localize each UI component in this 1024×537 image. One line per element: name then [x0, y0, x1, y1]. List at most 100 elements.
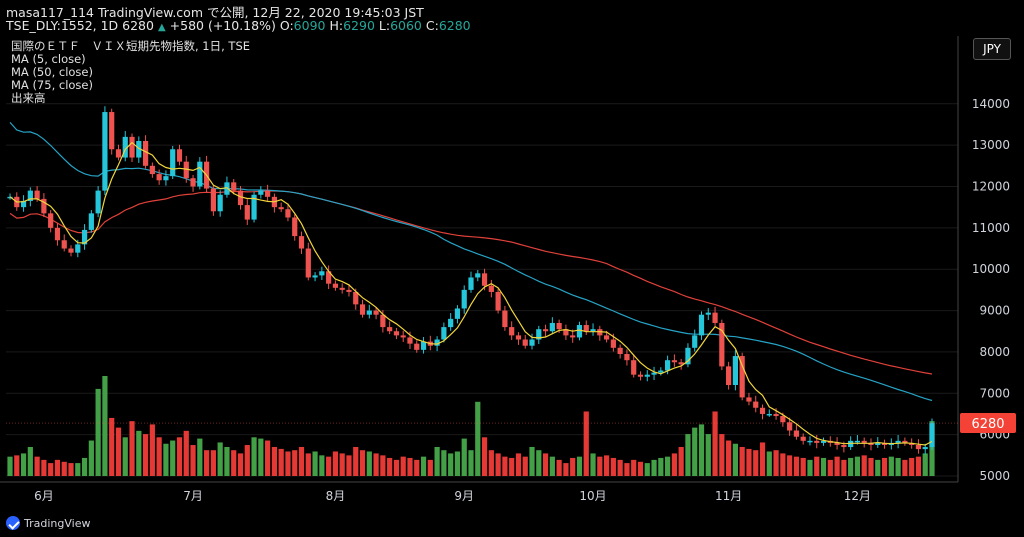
volume-bar — [644, 463, 650, 476]
volume-bar — [570, 457, 576, 476]
volume-bar — [68, 463, 74, 476]
volume-bar — [258, 438, 264, 476]
x-tick-label: 7月 — [183, 489, 203, 503]
volume-bar — [509, 457, 515, 476]
volume-bar — [190, 445, 196, 476]
volume-bar — [366, 451, 372, 476]
volume-bar — [590, 453, 596, 476]
y-tick-label: 7000 — [979, 386, 1010, 400]
candle-body — [753, 401, 759, 408]
volume-bar — [244, 445, 250, 476]
volume-bar — [536, 450, 542, 476]
volume-bar — [475, 401, 481, 476]
chart-header: masa117_114 TradingView.com で公開, 12月 22,… — [0, 0, 1024, 36]
candle-body — [712, 312, 718, 323]
low-value: 6060 — [390, 18, 422, 33]
volume-bar — [75, 463, 81, 476]
volume-bar — [651, 459, 657, 476]
legend-title[interactable]: 国際のＥＴＦ ＶＩＸ短期先物指数, 1日, TSE — [11, 39, 251, 53]
candle-body — [563, 329, 569, 336]
legend-ma75[interactable]: MA (75, close) — [11, 78, 93, 92]
currency-badge[interactable]: JPY — [973, 38, 1011, 60]
candle-body — [590, 329, 596, 332]
candle-body — [746, 397, 752, 402]
volume-bar — [719, 434, 725, 476]
volume-bar — [787, 455, 793, 476]
volume-bar — [549, 456, 555, 476]
legend-ma50[interactable]: MA (50, close) — [11, 65, 93, 79]
candle-body — [651, 372, 657, 375]
candle-body — [136, 140, 142, 158]
candle-body — [922, 447, 928, 450]
candle-body — [68, 248, 74, 253]
candle-body — [542, 329, 549, 332]
candle-body — [190, 178, 196, 187]
volume-bar — [895, 457, 901, 476]
low-label: L: — [378, 18, 391, 33]
volume-bar — [217, 442, 223, 476]
volume-bar — [522, 456, 528, 476]
candle-body — [787, 422, 793, 431]
candle-body — [122, 136, 128, 158]
volume-bar — [827, 459, 833, 476]
volume-bar — [739, 446, 745, 476]
volume-bar — [915, 456, 922, 476]
candle-body — [468, 277, 474, 290]
candle-body — [434, 339, 440, 346]
last-price-label: 6280 — [971, 417, 1004, 432]
volume-bar — [732, 443, 738, 476]
candle-body — [7, 196, 13, 199]
candle-body — [305, 248, 311, 278]
candle-body — [115, 149, 122, 158]
volume-bar — [576, 456, 583, 476]
time-axis: 6月 7月 8月 9月 10月 11月 12月 — [0, 481, 958, 503]
volume-bar — [624, 463, 630, 476]
candle-body — [373, 310, 379, 315]
volume-bar — [34, 456, 40, 476]
symbol-ohlc-line: TSE_DLY:1552, 1D 6280 ▲ +580 (+10.18%) O… — [6, 18, 471, 33]
volume-bar — [922, 453, 928, 476]
volume-bar — [563, 463, 569, 476]
volume-bar — [888, 456, 894, 476]
candle-body — [868, 442, 874, 445]
candle-body — [909, 442, 915, 445]
volume-bar — [14, 455, 20, 476]
price-chart[interactable]: 1400013000120001100010000900080007000600… — [0, 36, 1024, 512]
volume-bar — [170, 440, 176, 476]
volume-bar — [298, 446, 305, 476]
volume-bar — [380, 455, 386, 476]
candle-body — [20, 200, 27, 208]
candle-body — [726, 366, 732, 386]
y-tick-label: 11000 — [972, 221, 1010, 235]
candle-body — [170, 149, 176, 177]
volume-bar — [678, 446, 684, 476]
volume-bar — [854, 456, 861, 476]
candle-body — [820, 440, 827, 443]
volume-bar — [461, 438, 467, 476]
volume-bar — [793, 456, 800, 476]
open-value: 6090 — [293, 18, 326, 33]
candle-body — [570, 335, 576, 338]
candle-body — [298, 236, 305, 249]
volume-bar — [339, 453, 345, 476]
candle-body — [41, 198, 47, 214]
volume-bar — [814, 456, 820, 476]
candle-body — [549, 322, 555, 332]
volume-bar — [359, 450, 366, 476]
volume-bar — [88, 440, 94, 476]
candle-body — [509, 327, 515, 336]
volume-bar — [237, 453, 244, 476]
legend-ma5[interactable]: MA (5, close) — [11, 52, 86, 66]
volume-bar — [387, 457, 393, 476]
volume-bar — [292, 450, 298, 476]
tradingview-logo[interactable]: TradingView — [6, 516, 90, 530]
candle-body — [766, 413, 772, 416]
legend-volume[interactable]: 出来高 — [11, 91, 46, 105]
candle-body — [793, 430, 800, 437]
volume-bar — [529, 446, 535, 476]
volume-bar — [122, 437, 128, 476]
candle-body — [400, 335, 406, 338]
candle-body — [739, 356, 745, 398]
change-value: +580 (+10.18%) — [169, 18, 276, 33]
candle-body — [719, 322, 725, 367]
